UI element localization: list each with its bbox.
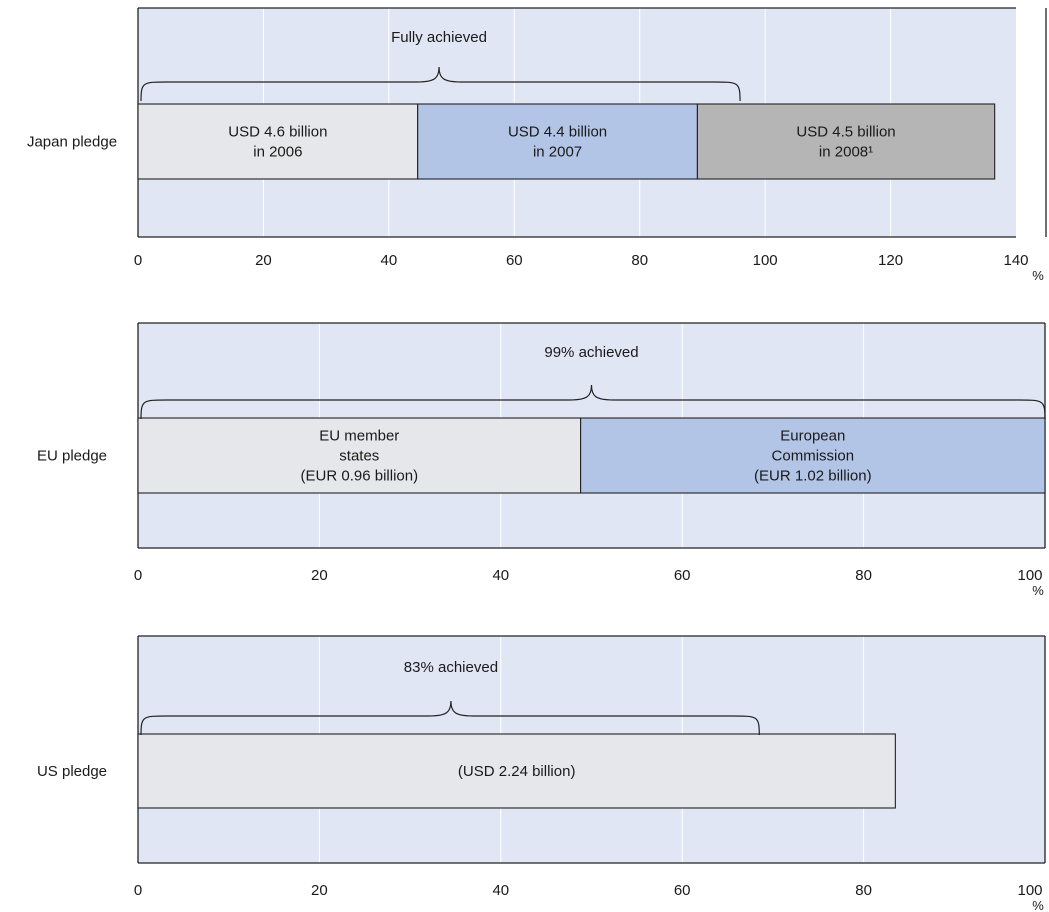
x-tick-label: 60 (506, 252, 523, 269)
x-tick-label: 100 (1017, 567, 1042, 584)
x-axis-unit: % (1032, 583, 1044, 598)
chart-panel-3: (USD 2.24 billion) 83% achieved US pledge 0… (37, 635, 1046, 912)
bar-segment-label: states (339, 448, 379, 465)
x-tick-label: 140 (1003, 252, 1028, 269)
bar-segment-label: EU member (319, 428, 399, 445)
x-tick-label: 0 (134, 567, 142, 584)
x-tick-label: 60 (674, 567, 691, 584)
x-tick-label: 20 (255, 252, 272, 269)
achievement-brace (140, 700, 760, 736)
bar-segment (696, 103, 996, 180)
achievement-brace (140, 384, 1046, 420)
bar-segment-label: (EUR 1.02 billion) (754, 468, 872, 485)
x-tick-label: 40 (492, 567, 509, 584)
bar-segment-label: USD 4.5 billion (796, 124, 895, 141)
x-axis-unit: % (1032, 898, 1044, 912)
brace-label: 99% achieved (544, 344, 638, 361)
x-tick-label: 0 (134, 882, 142, 899)
x-tick-label: 20 (311, 882, 328, 899)
bar-segment-label: in 2008¹ (819, 144, 873, 161)
category-label: Japan pledge (27, 134, 117, 151)
x-tick-label: 40 (492, 882, 509, 899)
bar-segment-label: USD 4.6 billion (228, 124, 327, 141)
chart-panel-2: EU member states (EUR 0.96 billion) Europea… (37, 322, 1046, 598)
bar-segment-label: (EUR 0.96 billion) (301, 468, 419, 485)
x-tick-label: 120 (878, 252, 903, 269)
bar-segment-label: USD 4.4 billion (508, 124, 607, 141)
x-tick-label: 60 (674, 882, 691, 899)
x-tick-label: 80 (855, 567, 872, 584)
brace-label: 83% achieved (404, 659, 498, 676)
achievement-brace (140, 66, 741, 102)
bar-segment-label: in 2006 (253, 144, 302, 161)
bar-segment-label: in 2007 (533, 144, 582, 161)
bar-segment (417, 103, 698, 180)
x-tick-label: 100 (753, 252, 778, 269)
x-tick-label: 80 (631, 252, 648, 269)
chart-panel-1: USD 4.6 billion in 2006 USD 4.4 billion in … (27, 7, 1047, 283)
bar-segment-label: Commission (772, 448, 855, 465)
x-tick-label: 100 (1017, 882, 1042, 899)
bar-segment (137, 733, 896, 809)
x-tick-label: 20 (311, 567, 328, 584)
bar-segment (137, 417, 582, 494)
bar-segment (580, 417, 1046, 494)
category-label: US pledge (37, 763, 107, 780)
category-label: EU pledge (37, 448, 107, 465)
x-tick-label: 40 (381, 252, 398, 269)
bar-segment-label: European (780, 428, 845, 445)
x-tick-label: 80 (855, 882, 872, 899)
bar-segment (137, 103, 419, 180)
bar-segment-label: (USD 2.24 billion) (458, 763, 576, 780)
x-axis-unit: % (1032, 268, 1044, 283)
brace-label: Fully achieved (391, 29, 487, 46)
x-tick-label: 0 (134, 252, 142, 269)
